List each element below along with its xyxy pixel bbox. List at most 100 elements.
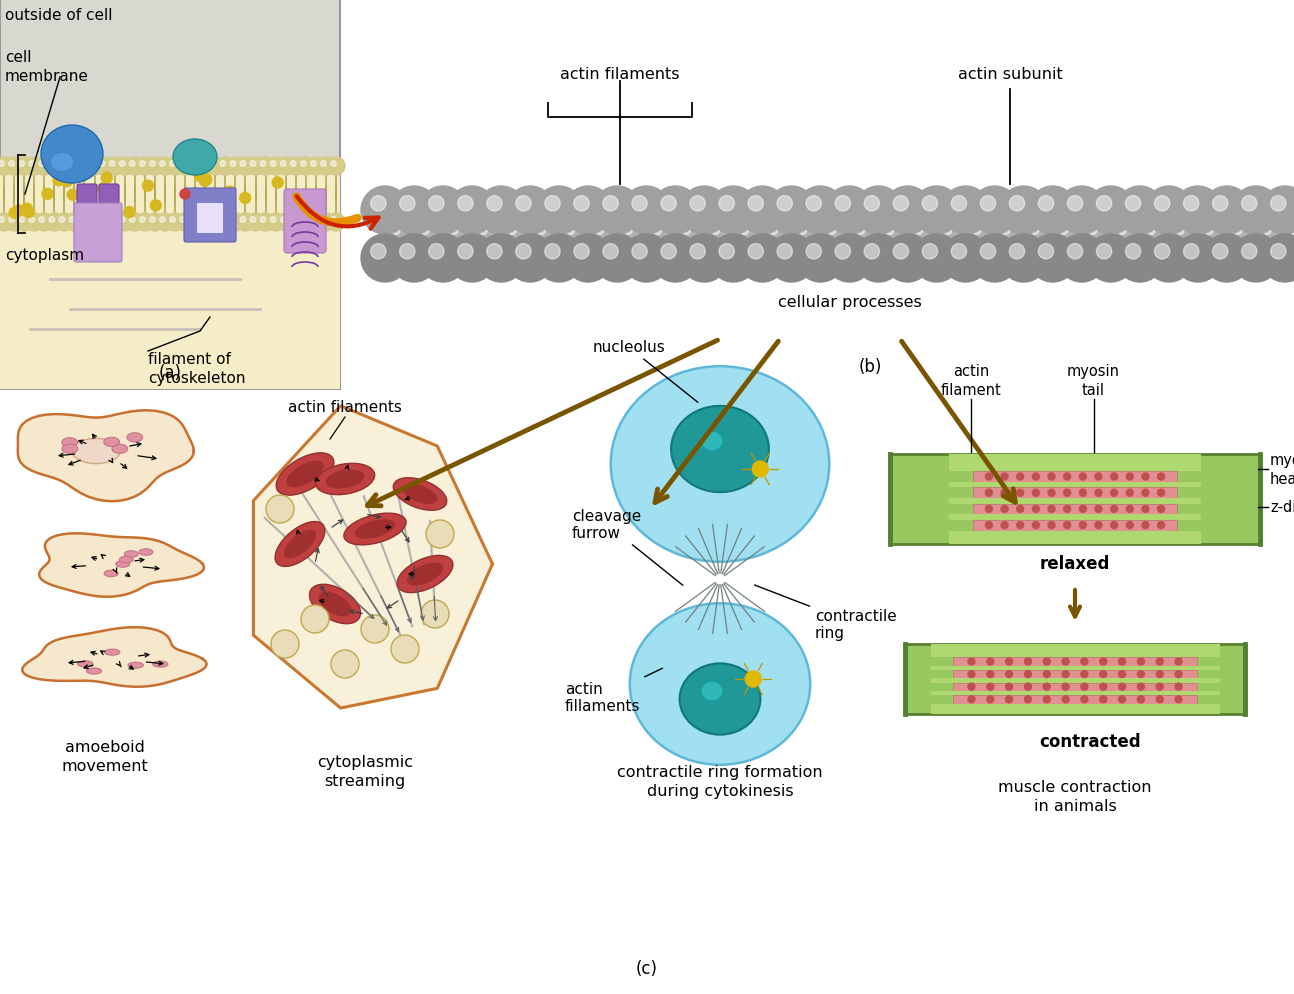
Circle shape (1110, 473, 1118, 480)
Circle shape (858, 229, 864, 236)
Circle shape (487, 245, 502, 259)
Circle shape (307, 214, 325, 232)
Ellipse shape (611, 367, 829, 563)
Circle shape (597, 229, 603, 236)
Ellipse shape (115, 561, 129, 568)
Circle shape (260, 218, 267, 223)
Circle shape (237, 158, 255, 176)
Text: contractile ring formation
during cytokinesis: contractile ring formation during cytoki… (617, 764, 823, 798)
Circle shape (679, 224, 701, 246)
FancyBboxPatch shape (905, 644, 1245, 715)
Circle shape (1043, 658, 1051, 665)
Circle shape (1141, 473, 1149, 480)
Circle shape (835, 197, 850, 212)
Circle shape (911, 224, 933, 246)
Circle shape (256, 158, 274, 176)
Circle shape (1126, 506, 1134, 513)
Circle shape (18, 161, 25, 167)
Ellipse shape (316, 464, 375, 495)
Circle shape (625, 229, 633, 236)
Circle shape (480, 229, 487, 236)
Circle shape (506, 235, 554, 282)
Circle shape (1033, 506, 1039, 513)
Circle shape (1048, 522, 1055, 529)
Circle shape (389, 187, 439, 235)
Circle shape (487, 197, 502, 212)
Circle shape (321, 218, 326, 223)
Text: contracted: contracted (1039, 733, 1141, 750)
Circle shape (124, 208, 135, 219)
Circle shape (199, 161, 206, 167)
Circle shape (923, 245, 938, 259)
FancyBboxPatch shape (950, 482, 1201, 488)
Circle shape (400, 197, 415, 212)
Circle shape (986, 490, 992, 497)
Circle shape (509, 229, 516, 236)
Circle shape (330, 161, 336, 167)
FancyBboxPatch shape (283, 190, 326, 253)
Circle shape (1033, 490, 1039, 497)
Circle shape (969, 224, 991, 246)
Circle shape (1126, 197, 1141, 212)
Circle shape (1172, 224, 1194, 246)
Ellipse shape (701, 431, 723, 451)
Circle shape (1080, 658, 1088, 665)
Text: nucleolus: nucleolus (593, 340, 697, 403)
Circle shape (1095, 522, 1102, 529)
Circle shape (426, 521, 454, 549)
Circle shape (603, 245, 619, 259)
Circle shape (1176, 229, 1184, 236)
Circle shape (1043, 696, 1051, 703)
Circle shape (1126, 490, 1134, 497)
Ellipse shape (309, 584, 361, 624)
Circle shape (66, 158, 83, 176)
Circle shape (884, 187, 932, 235)
Ellipse shape (62, 444, 78, 454)
Circle shape (915, 229, 923, 236)
Circle shape (79, 218, 85, 223)
Circle shape (370, 245, 386, 259)
Circle shape (1100, 696, 1106, 703)
Circle shape (247, 158, 264, 176)
Circle shape (1175, 684, 1183, 691)
Circle shape (66, 214, 83, 232)
Circle shape (778, 245, 792, 259)
Circle shape (16, 214, 34, 232)
Circle shape (1264, 229, 1271, 236)
FancyBboxPatch shape (973, 488, 1176, 499)
Circle shape (505, 224, 527, 246)
Circle shape (536, 187, 584, 235)
FancyBboxPatch shape (950, 515, 1201, 520)
FancyBboxPatch shape (0, 175, 340, 390)
Circle shape (1271, 197, 1286, 212)
Circle shape (1141, 490, 1149, 497)
Circle shape (603, 197, 619, 212)
Circle shape (75, 214, 93, 232)
Circle shape (564, 187, 612, 235)
Circle shape (1206, 229, 1212, 236)
Circle shape (186, 214, 204, 232)
Circle shape (1009, 245, 1025, 259)
Circle shape (1005, 671, 1013, 678)
Circle shape (941, 224, 963, 246)
Ellipse shape (62, 438, 78, 447)
Circle shape (826, 235, 873, 282)
Circle shape (157, 214, 173, 232)
Circle shape (60, 218, 65, 223)
Circle shape (239, 193, 251, 204)
Circle shape (1145, 187, 1193, 235)
Circle shape (1095, 506, 1102, 513)
Circle shape (206, 158, 224, 176)
FancyBboxPatch shape (950, 454, 1201, 471)
FancyBboxPatch shape (930, 691, 1219, 696)
Circle shape (945, 229, 951, 236)
Ellipse shape (104, 437, 119, 447)
Circle shape (1203, 235, 1251, 282)
Circle shape (226, 158, 245, 176)
Circle shape (129, 161, 135, 167)
Circle shape (1137, 671, 1144, 678)
Circle shape (1174, 187, 1222, 235)
Circle shape (1033, 473, 1039, 480)
Circle shape (1057, 187, 1106, 235)
Circle shape (267, 495, 294, 524)
